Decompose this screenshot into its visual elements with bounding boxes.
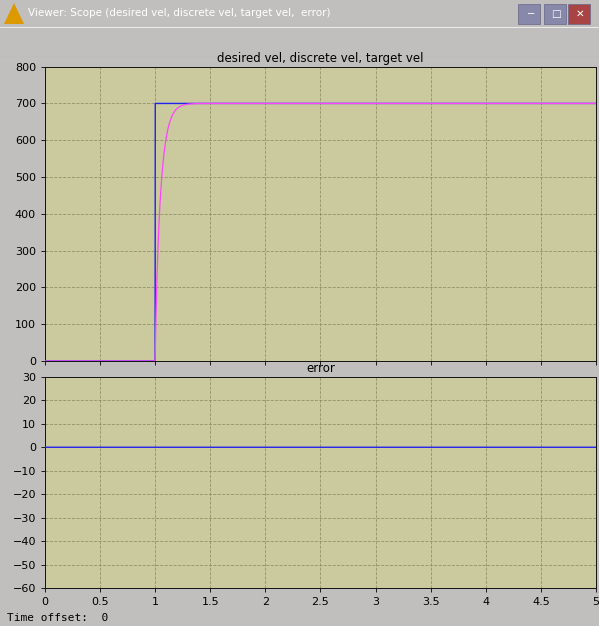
Bar: [568, 4, 590, 24]
Text: Time offset:  0: Time offset: 0: [7, 613, 108, 623]
Text: ✕: ✕: [576, 9, 585, 19]
Bar: [544, 4, 566, 24]
Title: error: error: [306, 362, 335, 376]
Text: □: □: [551, 9, 561, 19]
Title: desired vel, discrete vel, target vel: desired vel, discrete vel, target vel: [217, 53, 423, 66]
Text: Viewer: Scope (desired vel, discrete vel, target vel,  error): Viewer: Scope (desired vel, discrete vel…: [28, 9, 331, 19]
Bar: [518, 4, 540, 24]
Polygon shape: [4, 3, 24, 24]
Text: ─: ─: [527, 9, 533, 19]
